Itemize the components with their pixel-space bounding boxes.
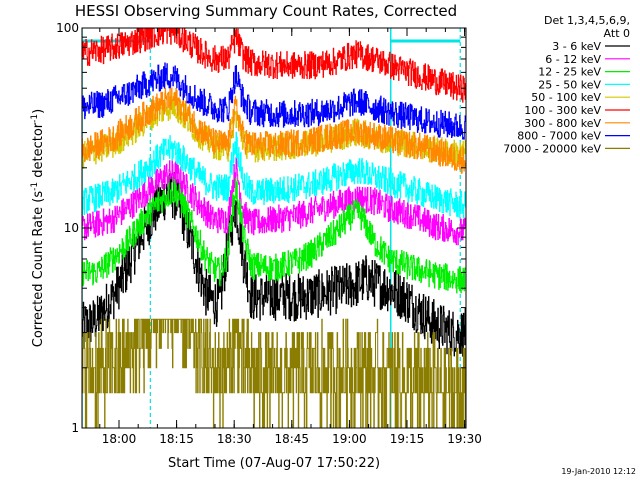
legend-label-3: 25 - 50 keV (538, 78, 601, 91)
x-tick-label: 18:15 (159, 432, 194, 446)
legend-label-4: 50 - 100 keV (531, 91, 601, 104)
x-tick-label: 18:45 (274, 432, 309, 446)
y-tick-label: 100 (56, 21, 79, 35)
x-tick-label: 19:30 (447, 432, 482, 446)
y-label-sup1: -1 (30, 182, 40, 191)
y-tick-label: 10 (64, 221, 79, 235)
series-line-5 (82, 28, 466, 103)
legend-label-8: 7000 - 20000 keV (503, 142, 601, 155)
y-tick-label: 1 (71, 421, 79, 435)
series-line-2 (82, 177, 466, 294)
y-label-mid: detector (31, 122, 46, 182)
chart-title: HESSI Observing Summary Count Rates, Cor… (75, 2, 457, 20)
y-axis-label: Corrected Count Rate (s-1 detector-1) (30, 109, 46, 347)
legend-label-5: 100 - 300 keV (524, 104, 601, 117)
y-label-end: ) (31, 109, 46, 114)
series-line-7 (82, 62, 466, 140)
legend-label-6: 300 - 800 keV (524, 117, 601, 130)
series-line-8 (82, 318, 466, 428)
legend-header-line-2: Att 0 (604, 27, 630, 40)
x-tick-label: 18:30 (217, 432, 252, 446)
series-layer (82, 28, 466, 428)
series-line-0 (82, 172, 466, 357)
legend-label-1: 6 - 12 keV (545, 53, 601, 66)
x-tick-label: 19:15 (390, 432, 425, 446)
series-line-6 (82, 86, 466, 174)
y-label-sup2: -1 (30, 114, 40, 123)
legend-header-line-1: Det 1,3,4,5,6,9, (544, 14, 630, 27)
series-line-1 (82, 157, 466, 246)
series-line-3 (82, 131, 466, 219)
legend-label-0: 3 - 6 keV (552, 40, 601, 53)
series-line-4 (82, 92, 466, 169)
x-tick-label: 19:00 (332, 432, 367, 446)
y-label-main: Corrected Count Rate (s (31, 191, 46, 348)
x-axis-label: Start Time (07-Aug-07 17:50:22) (168, 456, 380, 471)
axes-layer: 18:00 18:15 18:30 18:45 19:00 19:15 19:30 1 10 10… (56, 21, 482, 446)
date-stamp: 19-Jan-2010 12:12 (561, 467, 636, 476)
legend-label-7: 800 - 7000 keV (517, 130, 601, 143)
x-tick-label: 18:00 (102, 432, 137, 446)
legend-label-2: 12 - 25 keV (538, 66, 601, 79)
